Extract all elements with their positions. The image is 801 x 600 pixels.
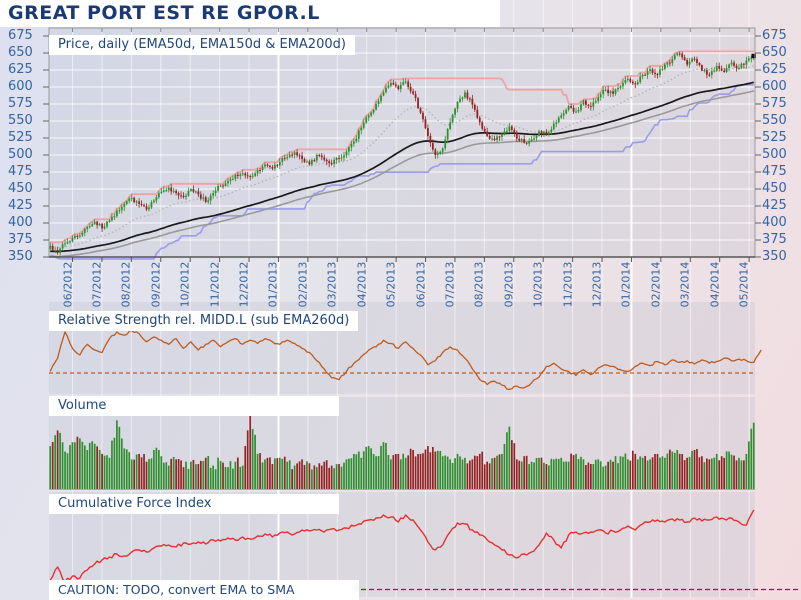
y-axis-label-left: 650 bbox=[8, 45, 33, 60]
y-axis-label-right: 500 bbox=[762, 147, 787, 162]
y-axis-label-right: 475 bbox=[762, 164, 787, 179]
x-axis-label: 02/2014 bbox=[649, 261, 663, 308]
y-axis-label-right: 400 bbox=[762, 215, 787, 230]
y-axis-label-right: 650 bbox=[762, 45, 787, 60]
y-axis-label-right: 350 bbox=[762, 249, 787, 264]
y-axis-label-right: 575 bbox=[762, 96, 787, 111]
x-axis-label: 01/2014 bbox=[619, 261, 633, 308]
x-axis-label: 01/2013 bbox=[266, 261, 280, 308]
x-axis-label: 03/2014 bbox=[678, 261, 692, 308]
x-axis-label: 08/2013 bbox=[472, 261, 486, 308]
y-axis-label-left: 400 bbox=[8, 215, 33, 230]
y-axis-label-left: 550 bbox=[8, 113, 33, 128]
y-axis-label-right: 625 bbox=[762, 62, 787, 77]
y-axis-label-left: 575 bbox=[8, 96, 33, 111]
caution-note: CAUTION: TODO, convert EMA to SMA bbox=[49, 580, 359, 600]
x-axis-label: 12/2012 bbox=[237, 261, 251, 308]
x-axis-label: 07/2012 bbox=[90, 261, 104, 308]
y-axis-label-left: 375 bbox=[8, 232, 33, 247]
y-axis-label-right: 600 bbox=[762, 79, 787, 94]
y-axis-label-left: 500 bbox=[8, 147, 33, 162]
x-axis-label: 09/2012 bbox=[149, 261, 163, 308]
y-axis-label-right: 525 bbox=[762, 130, 787, 145]
y-axis-label-left: 350 bbox=[8, 249, 33, 264]
y-axis-label-left: 450 bbox=[8, 181, 33, 196]
y-axis-label-right: 425 bbox=[762, 198, 787, 213]
y-axis-label-left: 600 bbox=[8, 79, 33, 94]
y-axis-label-left: 425 bbox=[8, 198, 33, 213]
x-axis-label: 11/2012 bbox=[208, 261, 222, 308]
x-axis-label: 05/2014 bbox=[737, 261, 751, 308]
x-axis-label: 12/2013 bbox=[590, 261, 604, 308]
x-axis-label: 10/2013 bbox=[531, 261, 545, 308]
x-axis-label: 03/2013 bbox=[325, 261, 339, 308]
y-axis-label-left: 675 bbox=[8, 28, 33, 43]
x-axis-label: 10/2012 bbox=[178, 261, 192, 308]
x-axis-label: 08/2012 bbox=[119, 261, 133, 308]
title-bar: GREAT PORT EST RE GPOR.L bbox=[0, 0, 500, 27]
relative-strength-panel-label: Relative Strength rel. MIDD.L (sub EMA26… bbox=[49, 311, 359, 331]
y-axis-label-left: 525 bbox=[8, 130, 33, 145]
y-axis-label-left: 625 bbox=[8, 62, 33, 77]
x-axis-label: 05/2013 bbox=[384, 261, 398, 308]
x-axis-label: 06/2012 bbox=[61, 261, 75, 308]
x-axis-label: 04/2014 bbox=[708, 261, 722, 308]
y-axis-label-right: 375 bbox=[762, 232, 787, 247]
x-axis-label: 02/2013 bbox=[296, 261, 310, 308]
x-axis-label: 06/2013 bbox=[414, 261, 428, 308]
price-panel-label: Price, daily (EMA50d, EMA150d & EMA200d) bbox=[49, 35, 355, 55]
cfi-panel-label: Cumulative Force Index bbox=[49, 494, 339, 514]
x-axis-label: 04/2013 bbox=[355, 261, 369, 308]
y-axis-label-right: 550 bbox=[762, 113, 787, 128]
y-axis-label-right: 450 bbox=[762, 181, 787, 196]
x-axis-label: 09/2013 bbox=[502, 261, 516, 308]
page-title: GREAT PORT EST RE GPOR.L bbox=[8, 2, 320, 24]
y-axis-label-left: 475 bbox=[8, 164, 33, 179]
x-axis-label: 11/2013 bbox=[561, 261, 575, 308]
volume-panel-label: Volume bbox=[49, 396, 339, 416]
y-axis-label-right: 675 bbox=[762, 28, 787, 43]
x-axis-label: 07/2013 bbox=[443, 261, 457, 308]
